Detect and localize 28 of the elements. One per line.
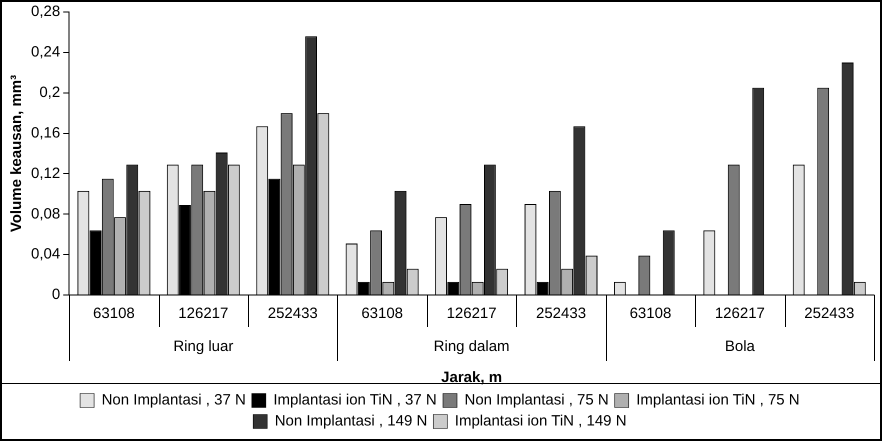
legend-label: Implantasi ion TiN , 75 N xyxy=(636,392,800,409)
legend-label: Implantasi ion TiN , 37 N xyxy=(273,392,437,409)
y-tick-label: 0,28 xyxy=(30,3,60,20)
y-tick-label: 0,2 xyxy=(39,84,60,101)
x-tick-label: 63108 xyxy=(93,305,135,322)
x-tick-label: 126217 xyxy=(178,305,228,322)
x-tick-label: 252433 xyxy=(536,305,586,322)
text: Ring dalam xyxy=(434,338,510,356)
text: Bola xyxy=(724,338,756,356)
x-tick-label: 252433 xyxy=(268,305,318,322)
y-axis-title: Volume keausan, mm³ xyxy=(8,74,26,232)
legend-label: Implantasi ion TiN , 149 N xyxy=(454,412,627,430)
y-tick-label: 0,12 xyxy=(30,164,60,182)
x-tick-label: 63108 xyxy=(361,305,404,322)
x-axis-title: Jarak, m xyxy=(441,369,502,386)
legend-label: Non Implantasi , 75 N xyxy=(464,392,609,409)
y-tick-label: 0 xyxy=(52,286,60,304)
y-tick-label: 0,08 xyxy=(30,205,60,222)
legend-label: Non Implantasi , 149 N xyxy=(274,412,428,430)
y-tick-label: 0,24 xyxy=(30,44,60,61)
x-tick-label: 252433 xyxy=(804,305,854,322)
x-tick-label: 63108 xyxy=(630,305,672,322)
legend-label: Non Implantasi , 37 N xyxy=(102,392,246,409)
text: Ring luar xyxy=(173,338,234,356)
x-tick-label: 126217 xyxy=(714,305,765,322)
y-tick-label: 0,16 xyxy=(30,124,60,142)
x-tick-label: 126217 xyxy=(446,305,497,322)
y-tick-label: 0,04 xyxy=(30,246,60,263)
